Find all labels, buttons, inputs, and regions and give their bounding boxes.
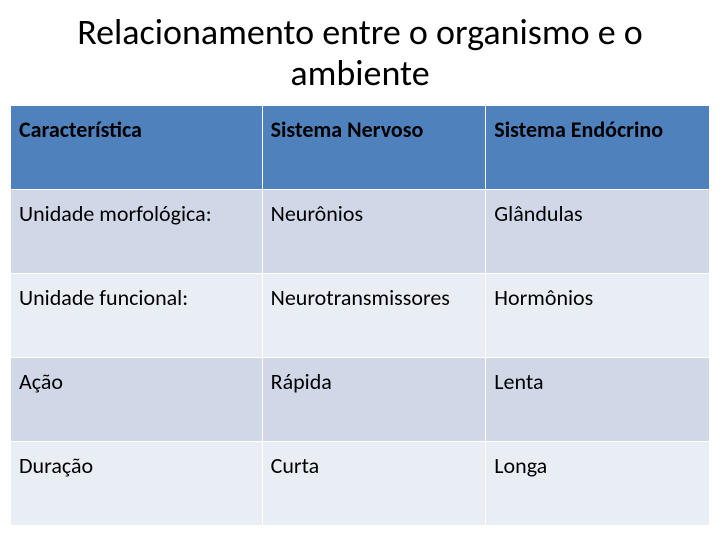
col-header-0: Característica xyxy=(11,105,263,189)
comparison-table: Característica Sistema Nervoso Sistema E… xyxy=(10,105,710,526)
cell: Neurônios xyxy=(262,189,486,273)
cell: Lenta xyxy=(486,357,710,441)
col-header-1: Sistema Nervoso xyxy=(262,105,486,189)
table-row: Ação Rápida Lenta xyxy=(11,357,710,441)
cell: Rápida xyxy=(262,357,486,441)
cell: Unidade funcional: xyxy=(11,273,263,357)
table-row: Unidade funcional: Neurotransmissores Ho… xyxy=(11,273,710,357)
col-header-2: Sistema Endócrino xyxy=(486,105,710,189)
cell: Hormônios xyxy=(486,273,710,357)
table-row: Unidade morfológica: Neurônios Glândulas xyxy=(11,189,710,273)
page-title: Relacionamento entre o organismo e o amb… xyxy=(10,12,710,95)
cell: Curta xyxy=(262,441,486,525)
table-header-row: Característica Sistema Nervoso Sistema E… xyxy=(11,105,710,189)
cell: Neurotransmissores xyxy=(262,273,486,357)
cell: Duração xyxy=(11,441,263,525)
cell: Ação xyxy=(11,357,263,441)
cell: Unidade morfológica: xyxy=(11,189,263,273)
cell: Glândulas xyxy=(486,189,710,273)
table-row: Duração Curta Longa xyxy=(11,441,710,525)
cell: Longa xyxy=(486,441,710,525)
slide: Relacionamento entre o organismo e o amb… xyxy=(0,0,720,540)
